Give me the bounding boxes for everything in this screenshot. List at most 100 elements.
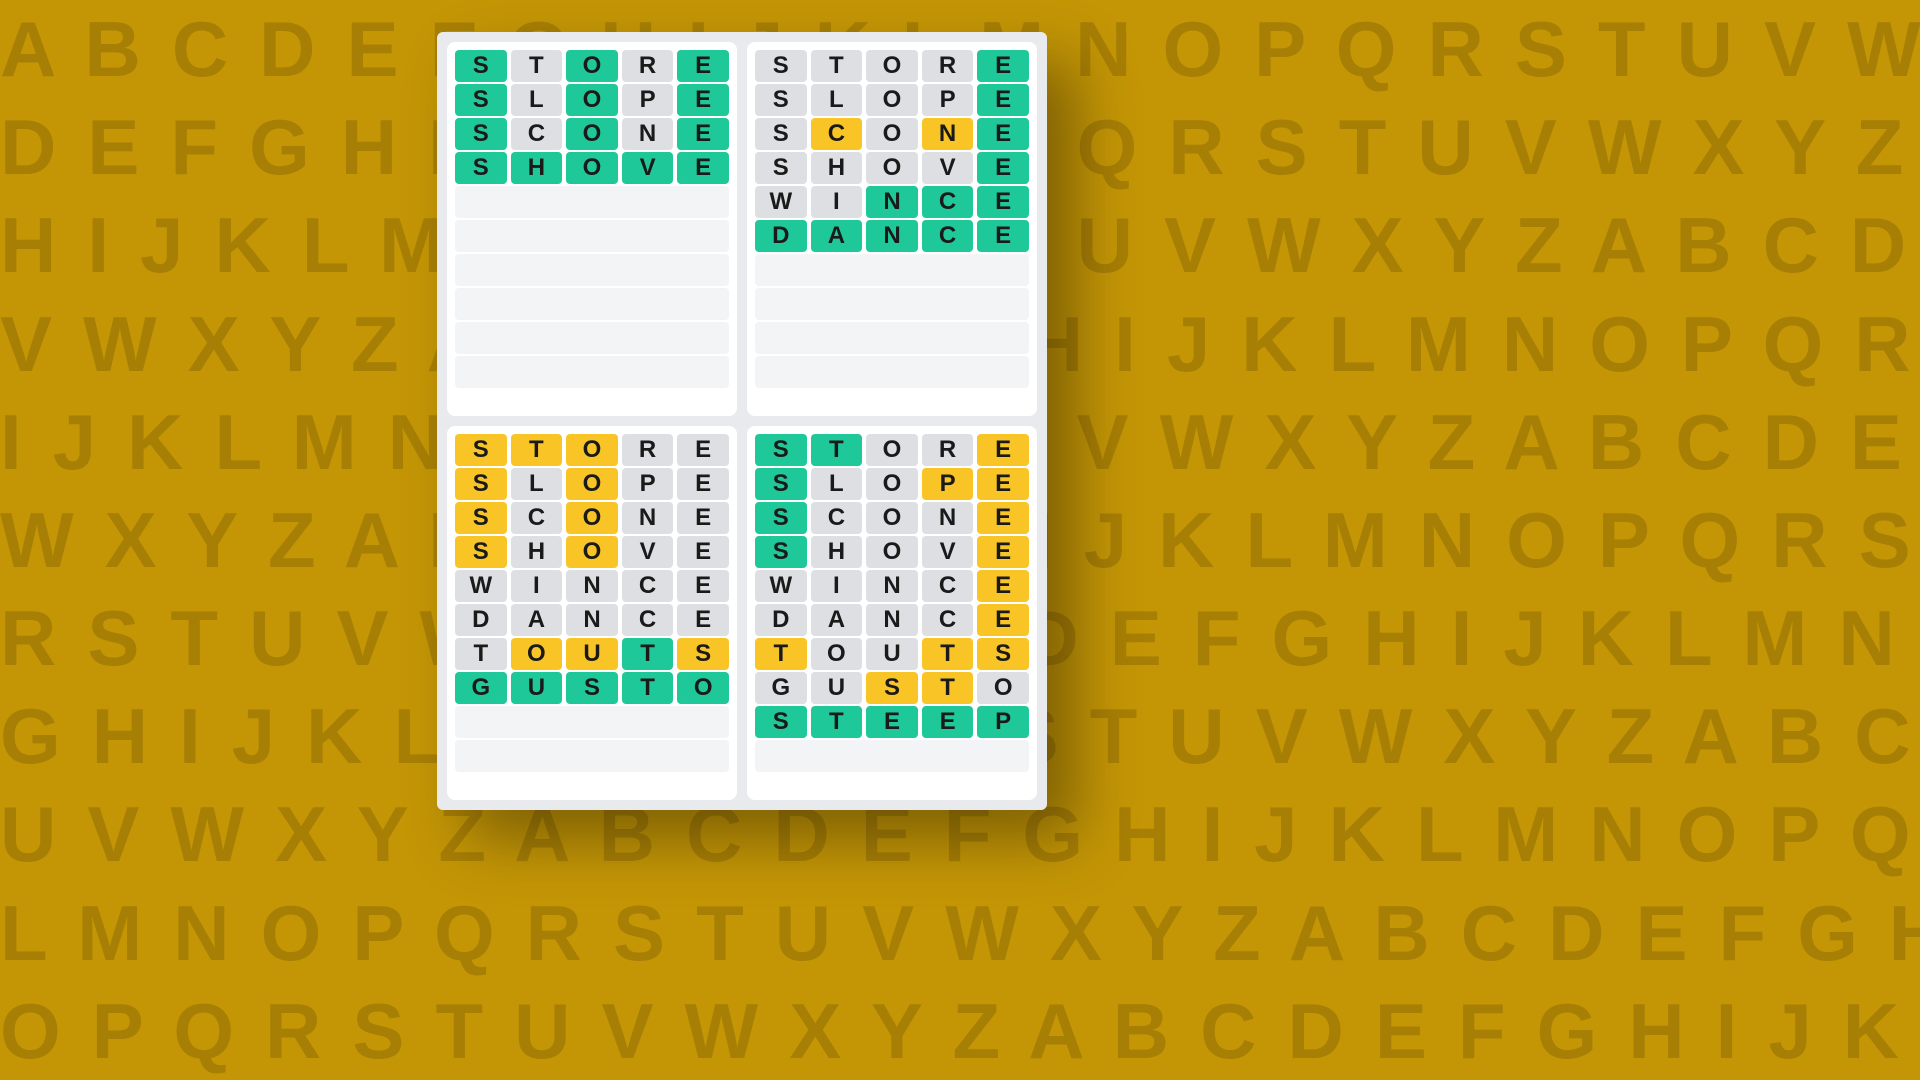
letter-tile: E xyxy=(677,84,729,116)
guess-row: SHOVE xyxy=(455,152,729,184)
letter-tile: O xyxy=(566,434,618,466)
letter-tile: S xyxy=(755,706,807,738)
guess-row: SLOPE xyxy=(755,84,1029,116)
letter-tile: O xyxy=(866,434,918,466)
letter-tile: W xyxy=(455,570,507,602)
empty-guess-row xyxy=(455,220,729,252)
letter-tile: I xyxy=(811,570,863,602)
letter-tile: O xyxy=(811,638,863,670)
letter-tile: U xyxy=(811,672,863,704)
letter-tile: S xyxy=(755,502,807,534)
letter-tile: P xyxy=(977,706,1029,738)
letter-tile: E xyxy=(977,220,1029,252)
letter-tile: O xyxy=(866,84,918,116)
letter-tile: E xyxy=(977,502,1029,534)
letter-tile: A xyxy=(811,604,863,636)
letter-tile: H xyxy=(811,152,863,184)
letter-tile: T xyxy=(622,638,674,670)
guess-row: STEEP xyxy=(755,706,1029,738)
letter-tile: T xyxy=(922,638,974,670)
letter-tile: T xyxy=(811,434,863,466)
letter-tile: E xyxy=(677,604,729,636)
letter-tile: O xyxy=(866,50,918,82)
empty-guess-row xyxy=(455,186,729,218)
letter-tile: N xyxy=(622,118,674,150)
letter-tile: O xyxy=(566,50,618,82)
quordle-board-1: STORESLOPESCONESHOVE xyxy=(447,42,737,416)
letter-tile: G xyxy=(755,672,807,704)
letter-tile: E xyxy=(977,468,1029,500)
letter-tile: E xyxy=(977,50,1029,82)
letter-tile: E xyxy=(677,570,729,602)
guess-row: STORE xyxy=(755,50,1029,82)
letter-tile: E xyxy=(977,152,1029,184)
letter-tile: E xyxy=(977,604,1029,636)
letter-tile: R xyxy=(622,434,674,466)
empty-guess-row xyxy=(455,740,729,772)
letter-tile: P xyxy=(622,468,674,500)
letter-tile: O xyxy=(511,638,563,670)
letter-tile: E xyxy=(677,536,729,568)
letter-tile: S xyxy=(455,118,507,150)
letter-tile: T xyxy=(922,672,974,704)
guess-row: SLOPE xyxy=(755,468,1029,500)
empty-guess-row xyxy=(455,254,729,286)
letter-tile: V xyxy=(622,152,674,184)
guess-row: WINCE xyxy=(755,186,1029,218)
letter-tile: T xyxy=(622,672,674,704)
quordle-board-4: STORESLOPESCONESHOVEWINCEDANCETOUTSGUSTO… xyxy=(747,426,1037,800)
letter-tile: O xyxy=(866,502,918,534)
letter-tile: V xyxy=(622,536,674,568)
letter-tile: S xyxy=(755,118,807,150)
letter-tile: C xyxy=(622,604,674,636)
letter-tile: S xyxy=(755,468,807,500)
letter-tile: S xyxy=(755,84,807,116)
letter-tile: E xyxy=(977,84,1029,116)
letter-tile: C xyxy=(922,186,974,218)
guess-row: SHOVE xyxy=(755,536,1029,568)
letter-tile: U xyxy=(566,638,618,670)
guess-row: DANCE xyxy=(455,604,729,636)
letter-tile: S xyxy=(977,638,1029,670)
empty-guess-row xyxy=(755,288,1029,320)
letter-tile: O xyxy=(977,672,1029,704)
letter-tile: T xyxy=(755,638,807,670)
letter-tile: V xyxy=(922,536,974,568)
empty-guess-row xyxy=(455,288,729,320)
letter-tile: N xyxy=(566,570,618,602)
letter-tile: P xyxy=(622,84,674,116)
guess-row: SLOPE xyxy=(455,468,729,500)
letter-tile: L xyxy=(511,468,563,500)
background-letter-row: O P Q R S T U V W X Y Z A B C D E F G H … xyxy=(0,992,1920,1070)
letter-tile: E xyxy=(977,536,1029,568)
letter-tile: O xyxy=(866,118,918,150)
letter-tile: E xyxy=(922,706,974,738)
letter-tile: I xyxy=(511,570,563,602)
letter-tile: E xyxy=(977,186,1029,218)
letter-tile: V xyxy=(922,152,974,184)
letter-tile: U xyxy=(866,638,918,670)
letter-tile: L xyxy=(811,468,863,500)
quordle-container: STORESLOPESCONESHOVESTORESLOPESCONESHOVE… xyxy=(437,32,1047,810)
letter-tile: S xyxy=(455,50,507,82)
guess-row: GUSTO xyxy=(455,672,729,704)
letter-tile: R xyxy=(922,434,974,466)
letter-tile: N xyxy=(566,604,618,636)
letter-tile: N xyxy=(866,570,918,602)
letter-tile: E xyxy=(677,502,729,534)
letter-tile: C xyxy=(922,604,974,636)
guess-row: DANCE xyxy=(755,220,1029,252)
letter-tile: S xyxy=(755,50,807,82)
letter-tile: O xyxy=(566,536,618,568)
letter-tile: T xyxy=(811,706,863,738)
letter-tile: N xyxy=(922,502,974,534)
guess-row: STORE xyxy=(755,434,1029,466)
letter-tile: E xyxy=(866,706,918,738)
letter-tile: S xyxy=(566,672,618,704)
letter-tile: S xyxy=(455,536,507,568)
empty-guess-row xyxy=(455,356,729,388)
letter-tile: E xyxy=(677,152,729,184)
letter-tile: S xyxy=(755,434,807,466)
letter-tile: O xyxy=(566,152,618,184)
guess-row: STORE xyxy=(455,434,729,466)
